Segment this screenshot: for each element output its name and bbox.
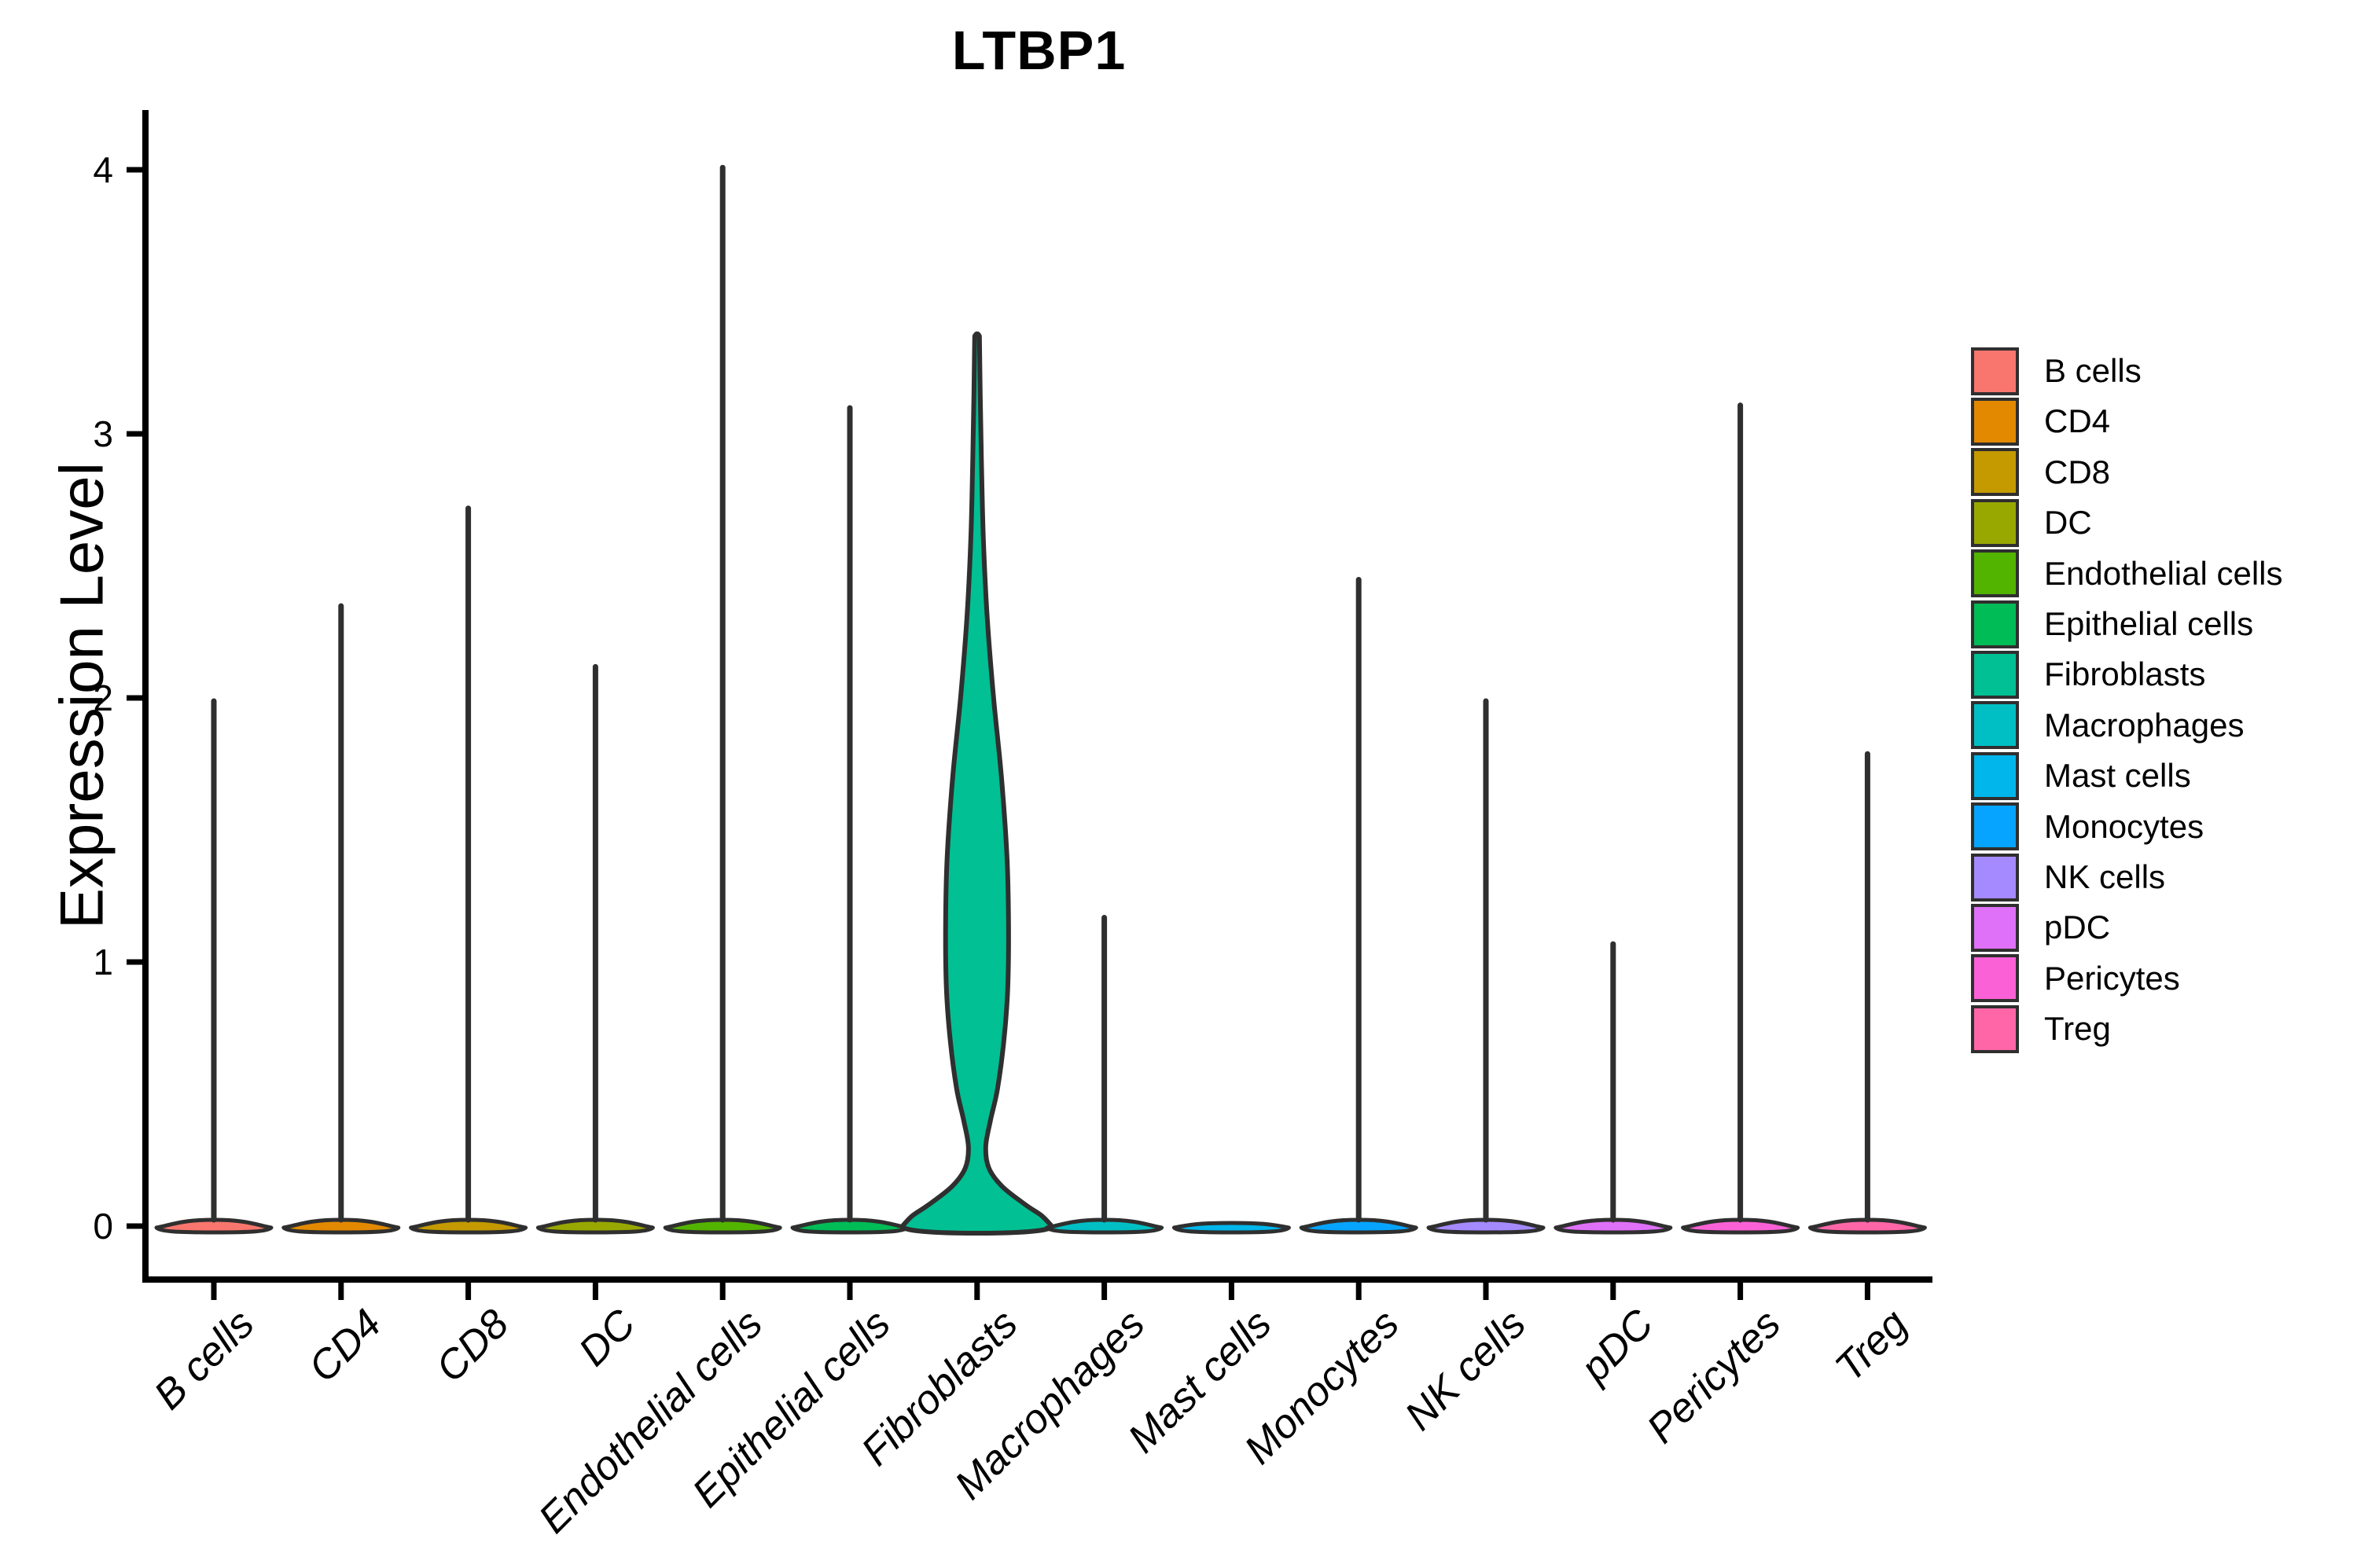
legend-swatch-dc: [1971, 498, 2019, 547]
legend-swatch-b-cells: [1971, 347, 2019, 395]
legend-swatch-monocytes: [1971, 802, 2019, 851]
legend-label-cd4: CD4: [2044, 402, 2111, 440]
violin-base-cd8: [409, 1217, 528, 1235]
legend-swatch-treg: [1971, 1004, 2019, 1053]
legend-label-pericytes: Pericytes: [2044, 959, 2180, 997]
y-tick-label: 2: [93, 678, 113, 718]
violin-fibroblasts: [899, 331, 1054, 1236]
legend-label-mast-cells: Mast cells: [2044, 757, 2191, 795]
legend-item-monocytes: Monocytes: [1971, 802, 2204, 852]
legend-label-treg: Treg: [2044, 1010, 2111, 1048]
legend-label-nk-cells: NK cells: [2044, 858, 2166, 895]
violin-base-mast-cells: [1171, 1221, 1291, 1235]
violin-base-monocytes: [1299, 1217, 1418, 1235]
y-tick-label: 4: [93, 149, 113, 190]
legend-item-endothelial-cells: Endothelial cells: [1971, 549, 2283, 599]
legend-label-dc: DC: [2044, 504, 2092, 542]
legend-label-endothelial-cells: Endothelial cells: [2044, 554, 2283, 592]
legend-item-pdc: pDC: [1971, 902, 2110, 953]
legend-label-b-cells: B cells: [2044, 352, 2142, 389]
violin-base-dc: [535, 1217, 655, 1235]
legend-swatch-pericytes: [1971, 954, 2019, 1003]
legend-item-dc: DC: [1971, 498, 2092, 548]
legend-swatch-epithelial-cells: [1971, 600, 2019, 648]
legend-swatch-mast-cells: [1971, 751, 2019, 800]
legend-swatch-macrophages: [1971, 701, 2019, 750]
violin-base-nk-cells: [1426, 1217, 1546, 1235]
legend-item-cd4: CD4: [1971, 396, 2110, 446]
legend-label-monocytes: Monocytes: [2044, 807, 2204, 845]
violin-base-macrophages: [1045, 1217, 1164, 1235]
legend-item-fibroblasts: Fibroblasts: [1971, 649, 2205, 700]
y-tick-label: 0: [93, 1206, 113, 1247]
legend-swatch-cd4: [1971, 397, 2019, 446]
legend-item-treg: Treg: [1971, 1004, 2111, 1054]
legend-label-epithelial-cells: Epithelial cells: [2044, 605, 2254, 642]
violin-base-pdc: [1554, 1217, 1673, 1235]
legend-label-fibroblasts: Fibroblasts: [2044, 655, 2206, 693]
legend-label-cd8: CD8: [2044, 453, 2111, 490]
legend-item-mast-cells: Mast cells: [1971, 751, 2191, 801]
y-tick-label: 1: [93, 942, 113, 982]
legend-item-pericytes: Pericytes: [1971, 953, 2180, 1004]
legend-item-b-cells: B cells: [1971, 346, 2142, 396]
violin-base-endothelial-cells: [663, 1217, 782, 1235]
legend-item-macrophages: Macrophages: [1971, 700, 2244, 751]
violin-base-treg: [1807, 1217, 1927, 1235]
plot-title: LTBP1: [951, 20, 1127, 81]
violin-base-pericytes: [1681, 1217, 1800, 1235]
legend-swatch-nk-cells: [1971, 853, 2019, 902]
legend-label-pdc: pDC: [2044, 909, 2111, 946]
legend-item-epithelial-cells: Epithelial cells: [1971, 599, 2253, 649]
legend-swatch-fibroblasts: [1971, 650, 2019, 699]
violin-base-b-cells: [154, 1217, 274, 1235]
legend-swatch-endothelial-cells: [1971, 549, 2019, 598]
legend-swatch-cd8: [1971, 448, 2019, 497]
y-tick-label: 3: [93, 413, 113, 454]
legend-swatch-pdc: [1971, 903, 2019, 952]
legend-label-macrophages: Macrophages: [2044, 706, 2245, 744]
legend-item-cd8: CD8: [1971, 447, 2110, 498]
violin-base-cd4: [281, 1217, 401, 1235]
legend-item-nk-cells: NK cells: [1971, 852, 2165, 902]
